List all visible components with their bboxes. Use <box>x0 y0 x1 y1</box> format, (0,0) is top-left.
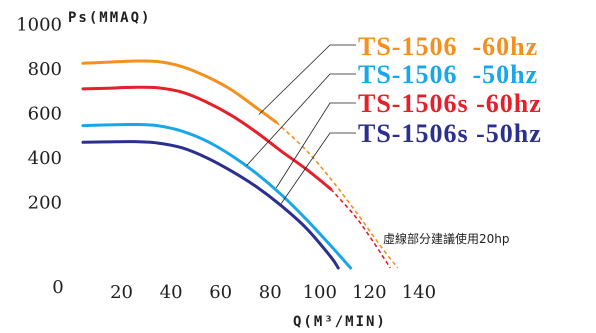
y-tick-label: 1000 <box>16 15 62 36</box>
x-tick-label-origin: 0 <box>52 277 63 298</box>
x-tick-label: 20 <box>110 282 133 303</box>
legend-entry: TS-1506 -50hz <box>358 60 538 89</box>
series-4-solid-line <box>81 140 340 270</box>
x-tick-label: 120 <box>352 282 386 303</box>
y-axis-label: Ps(MMAQ) <box>68 10 151 26</box>
legend-entry: TS-1506s -50hz <box>358 119 542 148</box>
x-tick-label: 100 <box>303 282 337 303</box>
y-tick-label: 400 <box>28 148 62 169</box>
y-tick-label: 600 <box>28 104 62 125</box>
chart-annotation: 虛線部分建議使用20hp <box>383 231 510 246</box>
y-tick-label: 800 <box>28 59 62 80</box>
legend-entry: TS-1506s -60hz <box>358 89 542 118</box>
series-3-solid-line <box>81 85 333 191</box>
y-tick-label: 200 <box>28 193 62 214</box>
x-tick-label: 80 <box>259 282 282 303</box>
x-tick-label: 60 <box>209 282 232 303</box>
series-1-solid-line <box>81 59 278 124</box>
x-axis-label: Q(M³/MIN) <box>293 314 387 330</box>
series-1-dashed-line <box>275 121 399 269</box>
leader-line <box>275 102 356 189</box>
leader-line <box>246 73 356 166</box>
leader-line <box>280 132 356 204</box>
legend-entry: TS-1506 -60hz <box>358 32 538 61</box>
series-3-dashed-line <box>330 188 391 269</box>
leader-line <box>258 44 356 115</box>
x-tick-label: 40 <box>160 282 183 303</box>
series-2-solid-line <box>81 122 353 270</box>
x-tick-label: 140 <box>402 282 436 303</box>
